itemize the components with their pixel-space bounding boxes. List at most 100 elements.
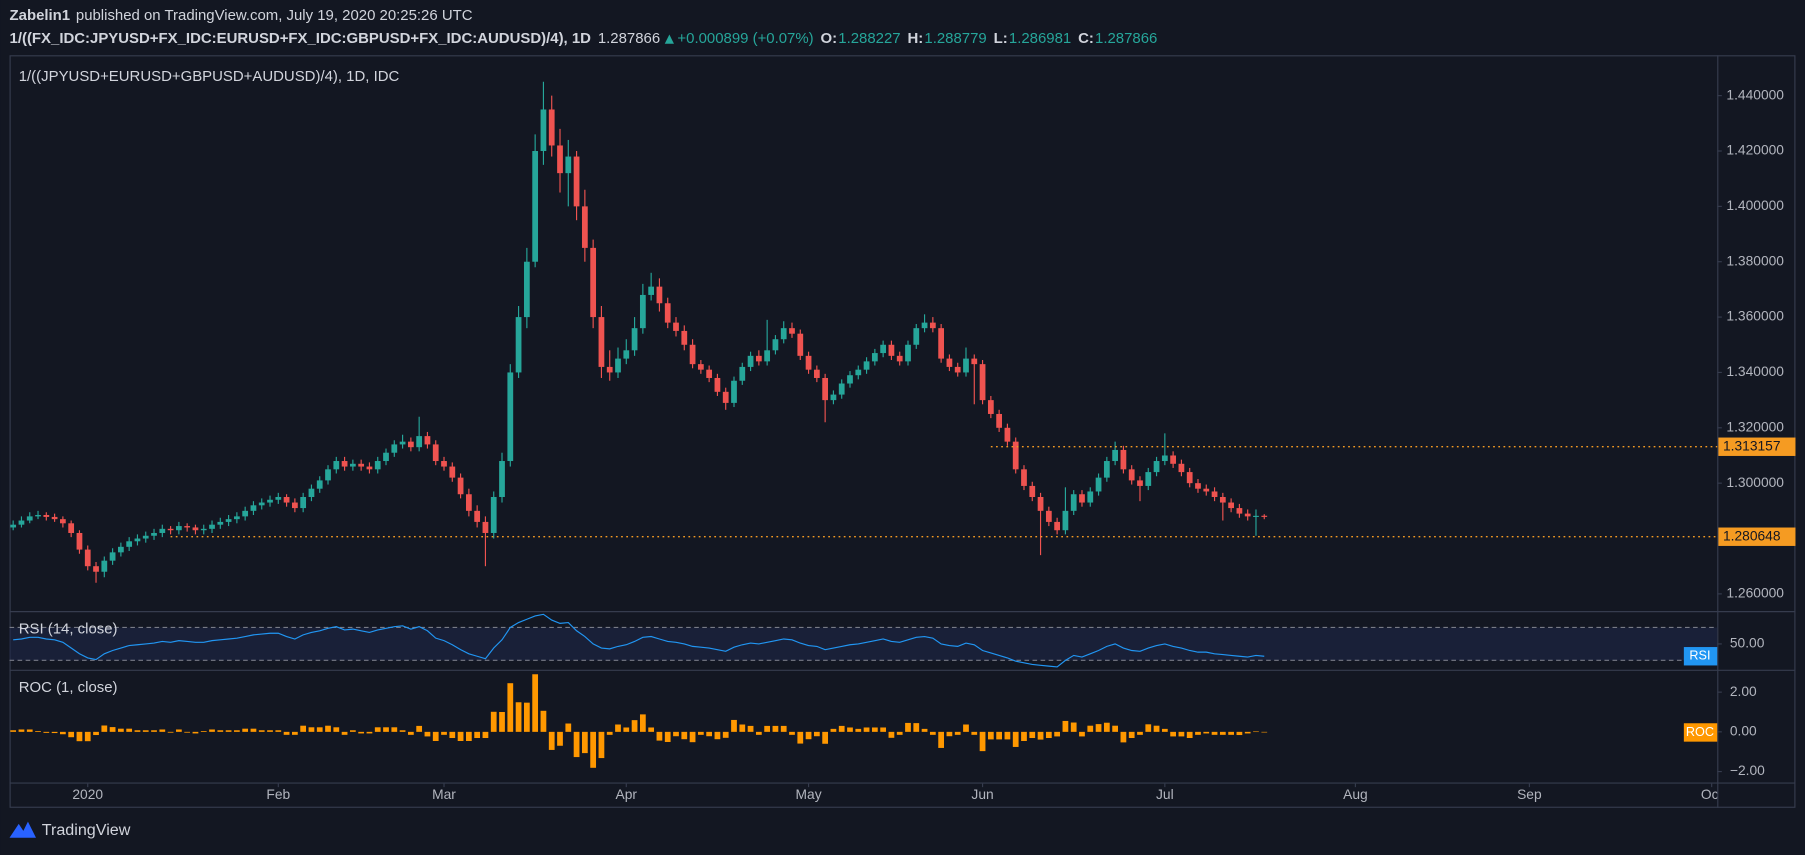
roc-bar — [43, 731, 50, 733]
candle-body — [681, 330, 688, 345]
roc-bar — [1145, 724, 1152, 732]
roc-bar — [399, 730, 406, 732]
candle-body — [167, 528, 174, 531]
rsi-band — [9, 627, 1718, 661]
x-tick-label: 2020 — [72, 787, 103, 802]
candle-body — [963, 358, 969, 373]
roc-bar — [499, 711, 505, 732]
roc-bar — [764, 725, 771, 732]
candle-body — [258, 502, 265, 506]
candle-body — [706, 369, 713, 378]
roc-bar — [1128, 731, 1135, 739]
roc-bar — [308, 727, 315, 732]
candle-body — [84, 549, 91, 567]
roc-bar — [971, 731, 978, 735]
roc-bar — [333, 727, 340, 732]
candle-body — [333, 461, 340, 470]
candle-body — [308, 488, 315, 498]
candle-body — [929, 322, 936, 329]
candle-body — [482, 521, 489, 533]
roc-bar — [349, 730, 356, 732]
candle-body — [242, 510, 249, 517]
y-tick-label: 1.420000 — [1726, 143, 1784, 158]
candle-body — [1161, 455, 1168, 462]
roc-bar — [1170, 731, 1177, 737]
candle-body — [424, 436, 431, 445]
x-tick-label: Oct — [1701, 787, 1723, 802]
roc-bar — [1153, 725, 1160, 732]
candle-body — [648, 286, 655, 295]
candle-body — [1244, 513, 1251, 517]
roc-bar — [979, 731, 986, 752]
roc-bar — [532, 674, 539, 732]
candle-body — [151, 532, 157, 536]
brand: TradingView — [42, 821, 131, 839]
roc-bar — [176, 729, 182, 732]
candle-body — [184, 526, 191, 528]
candle-body — [1145, 472, 1152, 486]
candle-body — [457, 477, 464, 495]
candle-body — [623, 350, 630, 359]
candle-body — [1120, 449, 1127, 470]
roc-bar — [772, 725, 779, 732]
candle-body — [548, 109, 555, 146]
roc-bar — [341, 731, 348, 735]
plot-area: 2020 Feb Mar Apr May Jun Jul Aug Sep Oct — [9, 81, 1723, 802]
candle-body — [134, 538, 141, 542]
rsi-line — [13, 613, 1265, 668]
candle-body — [217, 521, 224, 525]
candle-body — [101, 560, 108, 572]
x-tick-label: Aug — [1343, 787, 1368, 802]
candle-body — [474, 510, 481, 522]
roc-bar — [1161, 728, 1168, 732]
roc-bar — [1211, 731, 1218, 735]
x-tick-label: Sep — [1517, 787, 1542, 802]
roc-bar — [1103, 722, 1110, 732]
candle-body — [1054, 521, 1061, 531]
candle-body — [689, 344, 696, 365]
roc-bar — [374, 727, 381, 732]
roc-bar — [76, 731, 83, 742]
candle-body — [366, 466, 373, 470]
roc-bar — [490, 711, 497, 732]
roc-bar — [905, 722, 911, 732]
candle-body — [830, 394, 837, 401]
ohlc-label: L: — [994, 30, 1008, 47]
roc-bar — [84, 731, 91, 742]
candle-body — [664, 303, 671, 323]
candle-body — [35, 514, 41, 517]
ohlc-value: 1.288779 — [924, 30, 986, 47]
candle-body — [1079, 494, 1085, 503]
roc-bar — [1203, 731, 1210, 734]
candle-body — [43, 514, 50, 517]
x-tick-label: Mar — [432, 787, 456, 802]
candle-body — [1029, 485, 1036, 498]
roc-bar — [1120, 731, 1127, 743]
roc-bar — [590, 731, 597, 768]
candle-body — [507, 372, 514, 462]
candle-body — [540, 109, 547, 152]
roc-bar — [739, 724, 746, 732]
roc-bar — [118, 728, 124, 732]
roc-bar — [615, 724, 621, 732]
candle-body — [416, 436, 423, 448]
candle-body — [656, 286, 663, 304]
level-label: 1.313157 — [1723, 438, 1781, 453]
y-tick-label: 1.400000 — [1726, 198, 1784, 213]
roc-bar — [822, 731, 829, 744]
roc-bar — [565, 723, 572, 732]
roc-bar — [689, 731, 696, 743]
candle-body — [441, 461, 447, 467]
candle-body — [1236, 508, 1243, 514]
roc-bar — [250, 728, 257, 732]
roc-bar — [291, 731, 298, 735]
roc-bar — [474, 731, 481, 739]
roc-bar — [507, 683, 514, 732]
level-label-box — [1718, 437, 1796, 456]
roc-bar — [159, 729, 166, 732]
candle-body — [772, 339, 779, 351]
roc-bar — [457, 731, 464, 741]
indicator-title: RSI (14, close) — [19, 620, 118, 637]
candle-body — [515, 317, 522, 373]
